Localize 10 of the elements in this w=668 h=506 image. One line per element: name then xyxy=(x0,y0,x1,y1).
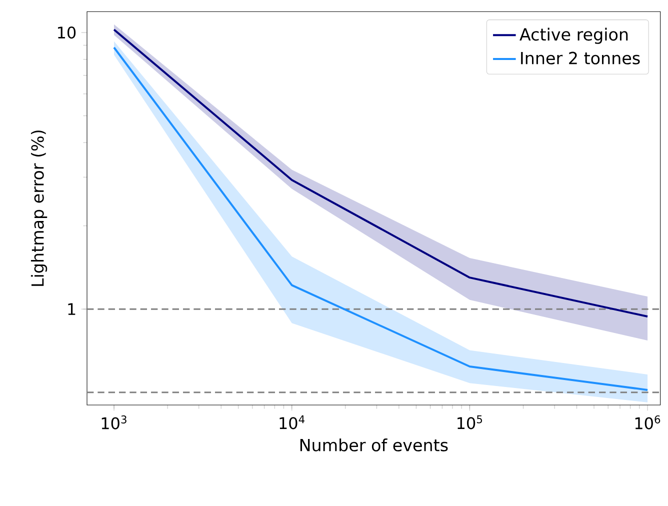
y-tick-label: 1 xyxy=(68,303,76,315)
x-axis-title: Number of events xyxy=(300,438,448,452)
x-tick-label: 10$^{4}$ xyxy=(280,415,305,430)
y-axis-title: Lightmap error (%) xyxy=(30,130,48,286)
x-tick-label: 10$^{6}$ xyxy=(635,415,660,430)
legend-label: Inner 2 tonnes xyxy=(521,52,640,64)
legend-label: Active region xyxy=(520,28,628,44)
x-tick-label: 10$^{3}$ xyxy=(102,415,126,430)
y-tick-label: 10 xyxy=(58,26,76,39)
x-tick-label: 10$^{5}$ xyxy=(458,415,482,430)
